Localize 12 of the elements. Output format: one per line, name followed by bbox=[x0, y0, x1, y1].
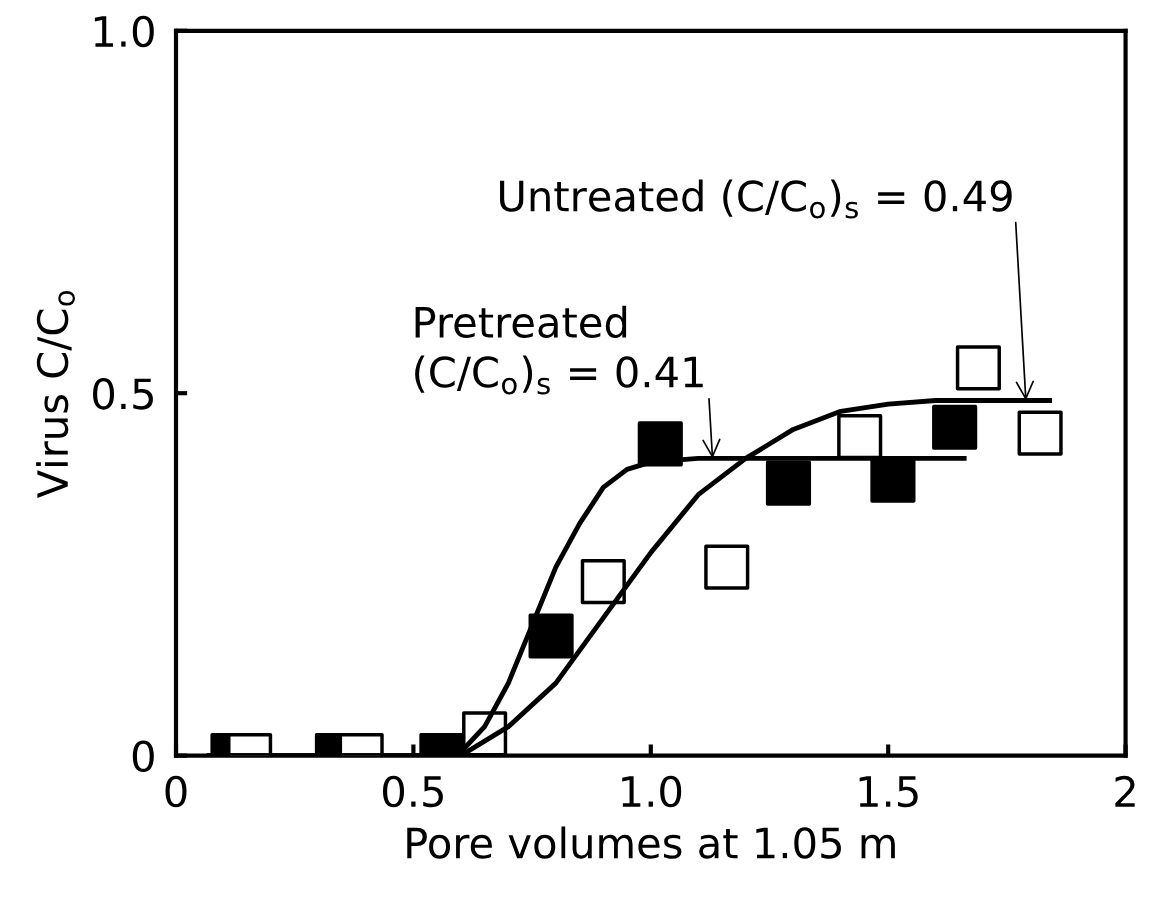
y-axis-title: Virus C/C$_{o}$ bbox=[36, 290, 75, 499]
y-tick-label: 1.0 bbox=[94, 15, 154, 48]
x-tick-label: 0.5 bbox=[383, 775, 443, 808]
x-tick-label: 2 bbox=[1115, 775, 1135, 807]
x-axis-title: Pore volumes at 1.05 m bbox=[407, 826, 895, 859]
annotation: Pretreated (C/C$_{o}$)$_{s}$ = 0.41 bbox=[415, 305, 703, 395]
x-tick-label: 1.0 bbox=[622, 775, 682, 808]
y-tick-label: 0.5 bbox=[93, 378, 153, 410]
x-tick-label: 0 bbox=[165, 775, 187, 808]
annotation: Untreated (C/C$_{o}$)$_{s}$ = 0.49 bbox=[500, 179, 1012, 219]
y-tick-label: 0 bbox=[132, 740, 154, 773]
x-tick-label: 1.5 bbox=[859, 776, 918, 808]
